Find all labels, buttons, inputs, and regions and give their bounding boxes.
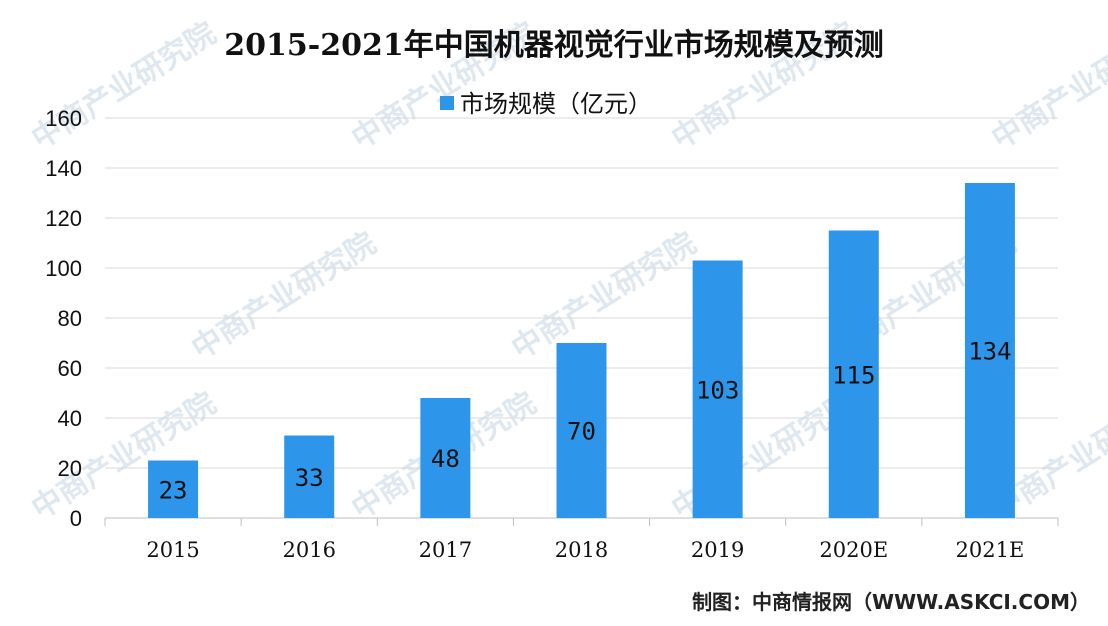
- x-tick-label: 2015: [146, 538, 199, 562]
- x-tick-label: 2018: [555, 538, 608, 562]
- data-label-2020E: 115: [832, 361, 875, 389]
- x-tick-label: 2021E: [956, 538, 1025, 562]
- x-tick-label: 2020E: [819, 538, 888, 562]
- x-tick-label: 2017: [419, 538, 472, 562]
- data-label-2016: 33: [295, 464, 324, 492]
- chart-title: 2015-2021年中国机器视觉行业市场规模及预测: [224, 28, 883, 63]
- watermark-text: 中商产业研究院: [26, 16, 223, 157]
- y-tick-label: 40: [58, 406, 82, 431]
- y-tick-label: 100: [45, 256, 82, 281]
- data-label-2017: 48: [431, 445, 460, 473]
- legend: 市场规模（亿元）: [440, 90, 652, 118]
- bar-2019: [692, 260, 743, 518]
- y-tick-label: 160: [45, 106, 82, 131]
- bar-2020E: [828, 230, 879, 518]
- bar-2016: [284, 435, 335, 518]
- legend-swatch: [440, 96, 454, 110]
- y-tick-label: 140: [45, 156, 82, 181]
- bar-2021E: [964, 183, 1015, 518]
- source-note: 制图：中商情报网（WWW.ASKCI.COM）: [692, 590, 1090, 614]
- y-axis-tick-labels: 0 20 40 60 80 100 120 140 160: [45, 106, 82, 531]
- y-tick-label: 0: [70, 506, 82, 531]
- y-tick-label: 60: [58, 356, 82, 381]
- y-tick-label: 120: [45, 206, 82, 231]
- y-tick-label: 20: [58, 456, 82, 481]
- watermark-text: 中商产业研究院: [186, 226, 383, 367]
- legend-label: 市场规模（亿元）: [460, 90, 652, 118]
- x-axis-tick-labels: 2015 2016 2017 2018 2019 2020E 2021E: [146, 538, 1024, 562]
- bar-2017: [420, 398, 471, 518]
- data-labels: 23 33 48 70 103 115 134: [159, 338, 1012, 505]
- data-label-2018: 70: [567, 418, 596, 446]
- x-tick-label: 2016: [282, 538, 335, 562]
- x-tick-label: 2019: [691, 538, 744, 562]
- bar-2015: [148, 460, 199, 518]
- bar-series: [148, 183, 1015, 518]
- data-label-2019: 103: [696, 376, 739, 404]
- data-label-2015: 23: [159, 476, 188, 504]
- watermark-text: 中商产业研究院: [986, 16, 1108, 157]
- y-tick-label: 80: [58, 306, 82, 331]
- data-label-2021E: 134: [968, 338, 1011, 366]
- bar-2018: [556, 343, 607, 518]
